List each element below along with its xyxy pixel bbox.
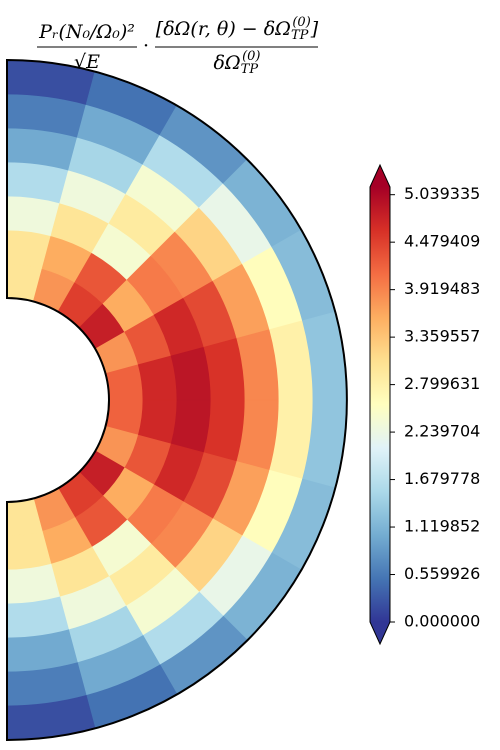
title-part: (0) bbox=[242, 49, 260, 64]
title-right-numerator: [δΩ(r, θ) − δΩTP(0)] bbox=[156, 15, 319, 43]
colorbar-tick-label: 3.359557 bbox=[404, 327, 480, 346]
domain-outline bbox=[6, 58, 348, 742]
title-left-numerator: Pᵣ(N₀/Ω₀)² bbox=[38, 21, 135, 43]
colorbar-tick-label: 0.000000 bbox=[404, 612, 480, 631]
title-right-denominator: δΩTP(0) bbox=[213, 49, 260, 77]
title-part: (0) bbox=[292, 15, 310, 30]
colorbar-tick-label: 4.479409 bbox=[404, 232, 480, 251]
colorbar-tick-label: 3.919483 bbox=[404, 279, 480, 298]
field-cell bbox=[170, 399, 212, 454]
field-cell bbox=[6, 195, 61, 237]
field-cell bbox=[170, 346, 212, 401]
colorbar bbox=[370, 187, 390, 622]
colorbar-tick-label: 1.679778 bbox=[404, 469, 480, 488]
colorbar-tick-label: 2.239704 bbox=[404, 422, 480, 441]
colorbar-tick-label: 0.559926 bbox=[404, 564, 480, 583]
title-part: δΩ bbox=[213, 52, 240, 74]
field-cell bbox=[6, 563, 61, 605]
colorbar-extend-min bbox=[370, 622, 390, 644]
title-operator: · bbox=[143, 35, 149, 57]
field bbox=[6, 59, 348, 741]
title-part: ] bbox=[310, 18, 319, 40]
colorbar-extend-max bbox=[370, 165, 390, 187]
title: Pᵣ(N₀/Ω₀)² √E · [δΩ(r, θ) − δΩTP(0)] δΩT… bbox=[37, 15, 319, 77]
colorbar-tick-label: 1.119852 bbox=[404, 517, 480, 536]
colorbar-tick-label: 2.799631 bbox=[404, 374, 480, 393]
title-part: TP bbox=[291, 28, 309, 43]
colorbar-tick-label: 5.039335 bbox=[404, 184, 480, 203]
title-part: TP bbox=[241, 62, 259, 77]
title-part: [δΩ(r, θ) − δΩ bbox=[156, 18, 291, 40]
